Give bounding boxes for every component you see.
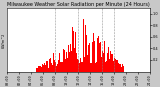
Title: Milwaukee Weather Solar Radiation per Minute (24 Hours): Milwaukee Weather Solar Radiation per Mi… xyxy=(7,2,150,7)
Y-axis label: kW/m^2: kW/m^2 xyxy=(2,32,6,48)
